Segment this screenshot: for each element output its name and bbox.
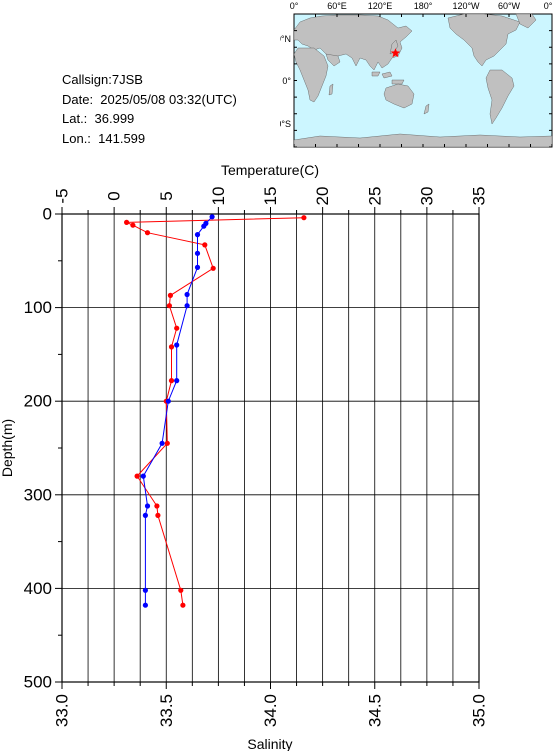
temperature-point	[180, 602, 186, 608]
temperature-axis-label: Temperature(C)	[221, 162, 319, 178]
salinity-point	[174, 378, 180, 384]
callsign-text: Callsign:7JSB	[62, 72, 143, 87]
temperature-point	[164, 440, 170, 446]
map-lat-label: 60°N	[280, 34, 291, 44]
temperature-point	[154, 503, 160, 509]
map-lon-label: 0°	[544, 1, 553, 11]
world-map: 0° 60°E 120°E 180° 120°W 60°W 0° 60°N 0°…	[280, 1, 553, 148]
chart-grid	[62, 214, 479, 682]
temperature-point	[168, 378, 175, 384]
temperature-tick-label: 5	[157, 191, 176, 200]
temperature-point	[155, 512, 161, 518]
map-lon-label: 60°W	[498, 1, 521, 11]
salinity-point	[142, 587, 148, 593]
latitude-text: Lat.: 36.999	[62, 111, 135, 126]
map-lat-labels: 60°N 0° 60°S	[280, 34, 291, 129]
salinity-tick-label: 33.5	[157, 694, 176, 727]
map-lon-label: 60°E	[327, 1, 347, 11]
map-lon-label: 0°	[290, 1, 299, 11]
temperature-point	[178, 587, 184, 593]
temperature-tick-label: 30	[417, 187, 436, 206]
temperature-point	[301, 215, 307, 221]
station-info: Callsign:7JSB Date: 2025/05/08 03:32(UTC…	[62, 70, 237, 148]
salinity-tick-label: 34.0	[261, 694, 280, 727]
salinity-tick-label: 35.0	[470, 694, 489, 727]
salinity-point	[184, 303, 190, 309]
depth-tick-label: 100	[24, 298, 52, 317]
temperature-tick-label: 15	[261, 187, 280, 206]
date-text: Date: 2025/05/08 03:32(UTC)	[62, 91, 237, 107]
map-frame-ticks	[293, 13, 553, 148]
map-lon-label: 120°E	[368, 1, 393, 11]
salinity-point	[174, 342, 180, 348]
station-marker-icon	[390, 48, 401, 58]
map-land	[293, 13, 553, 148]
depth-axis-label: Depth(m)	[0, 419, 15, 477]
temperature-tick-label: 10	[209, 187, 228, 206]
chart-series	[124, 214, 307, 608]
salinity-point	[194, 250, 201, 256]
depth-tick-label: 300	[24, 485, 52, 504]
temperature-point	[168, 344, 175, 350]
depth-tick-label: 200	[24, 392, 52, 411]
temperature-series-line	[126, 217, 304, 606]
map-lat-label: 60°S	[280, 119, 291, 129]
depth-tick-label: 500	[24, 673, 52, 692]
depth-tick-label: 400	[24, 579, 52, 598]
depth-tick-label: 0	[43, 205, 52, 224]
salinity-point	[184, 291, 190, 298]
salinity-point	[142, 512, 148, 518]
temperature-point	[124, 219, 130, 225]
temperature-point	[134, 473, 140, 479]
temperature-tick-label: 35	[470, 187, 489, 206]
map-lat-label: 0°	[282, 76, 291, 86]
temperature-point	[166, 303, 172, 309]
salinity-point	[194, 264, 201, 270]
salinity-point	[142, 602, 148, 608]
salinity-tick-label: 34.5	[365, 694, 384, 727]
temperature-point	[210, 265, 216, 271]
salinity-point	[165, 398, 171, 404]
map-lon-label: 180°	[414, 1, 433, 11]
temperature-tick-label: -5	[53, 188, 72, 203]
temperature-tick-label: 20	[313, 187, 332, 206]
salinity-point	[194, 232, 201, 238]
temperature-point	[202, 242, 208, 248]
temperature-point	[130, 222, 136, 228]
temperature-point	[144, 230, 151, 236]
salinity-tick-label: 33.0	[53, 694, 72, 727]
longitude-text: Lon.: 141.599	[62, 130, 146, 146]
map-lon-labels: 0° 60°E 120°E 180° 120°W 60°W 0°	[290, 1, 553, 11]
salinity-point	[201, 223, 207, 229]
temperature-point	[174, 325, 180, 331]
salinity-axis-label: Salinity	[247, 736, 292, 751]
temperature-tick-label: 25	[365, 187, 384, 206]
temperature-point	[167, 292, 173, 298]
temperature-tick-label: 0	[105, 191, 124, 200]
salinity-point	[140, 473, 146, 479]
salinity-point	[159, 440, 165, 446]
salinity-point	[209, 214, 215, 220]
salinity-point	[144, 503, 151, 509]
map-lon-label: 120°W	[452, 1, 480, 11]
